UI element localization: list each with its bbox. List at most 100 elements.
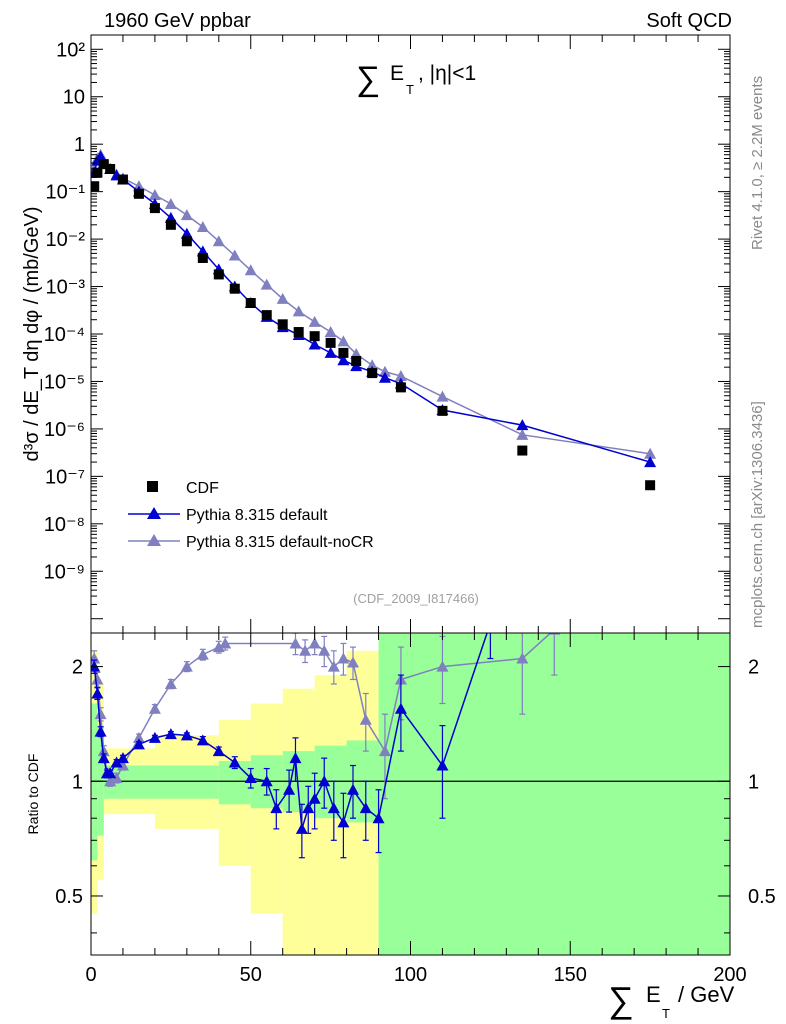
ratio-nocr-point [318, 644, 331, 656]
nocr-data-point [244, 264, 257, 276]
ratio-y-tick-label-right: 2 [748, 657, 759, 679]
ratio-nocr-point [308, 637, 321, 649]
main-panel: 10⁻⁹ 10⁻⁸ 10⁻⁷ 10⁻⁶ 10⁻⁵ 10⁻⁴ 10⁻³ 10⁻² 10⁻¹ 1 10 1… [21, 34, 731, 634]
ratio-default-point [289, 752, 302, 764]
ratio-panel: 0.5 0.5 1 1 2 2 0 50 100 150 200 Ratio to CDF [25, 632, 776, 986]
cdf-data-point [229, 283, 240, 294]
ratio-default-point [244, 772, 257, 784]
main-y-axis-title: d³σ / dE_T dη dφ / (mb/GeV) [21, 206, 43, 461]
plot-title: ∑ E T , |η|<1 [356, 60, 476, 98]
ratio-nocr-point [91, 673, 104, 685]
main-y-tick-label: 10⁻⁶ [44, 419, 85, 441]
analysis-id-label: (CDF_2009_I817466) [353, 591, 479, 606]
ratio-default-point [164, 728, 177, 740]
default-data-point [308, 338, 321, 350]
ratio-default-point [270, 802, 283, 814]
main-y-tick-label: 1 [74, 134, 85, 156]
legend-marker-default [147, 507, 161, 519]
ratio-nocr-point [299, 644, 312, 656]
nocr-data-point [180, 209, 193, 221]
nocr-data-point [436, 390, 449, 402]
ratio-default-point [337, 816, 350, 828]
cdf-data-point [197, 252, 208, 263]
x-tick-label: 0 [85, 964, 96, 986]
default-data-point [337, 354, 350, 366]
cdf-data-point [277, 319, 288, 330]
nocr-data-point [276, 292, 289, 304]
ratio-default-point [97, 752, 110, 764]
ratio-default-point [346, 783, 359, 795]
main-y-tick-label: 10⁻² [46, 229, 86, 251]
ratio-default-point [212, 745, 225, 757]
header-right-label: Soft QCD [646, 10, 732, 32]
nocr-data-point [212, 235, 225, 247]
ratio-nocr-point [164, 678, 177, 690]
legend-label-cdf: CDF [186, 480, 219, 497]
cdf-data-point [213, 269, 224, 280]
legend-label-nocr: Pythia 8.315 default-noCR [186, 534, 374, 551]
main-y-tick-label: 10⁻³ [46, 277, 86, 299]
x-axis-title: ∑ E T / GeV [608, 979, 735, 1021]
x-tick-label: 50 [240, 964, 262, 986]
ratio-nocr-point [327, 660, 340, 672]
cdf-data-point [165, 219, 176, 230]
nocr-data-point [516, 428, 529, 440]
cdf-data-point [367, 368, 378, 379]
ratio-y-tick-label-left: 1 [72, 771, 83, 793]
cdf-data-point [351, 355, 362, 366]
legend: CDF Pythia 8.315 default Pythia 8.315 de… [128, 480, 374, 551]
ratio-nocr-point [516, 652, 529, 664]
cdf-data-point [133, 188, 144, 199]
ratio-default-point [228, 756, 241, 768]
ratio-y-tick-label-left: 2 [72, 657, 83, 679]
ratio-default-point [260, 775, 273, 787]
ratio-default-point [327, 802, 340, 814]
cdf-data-point [293, 327, 304, 338]
ratio-y-tick-label-right: 0.5 [748, 886, 776, 908]
cdf-data-point [261, 310, 272, 321]
ratio-default-point [359, 802, 372, 814]
ratio-default-point [394, 702, 407, 714]
ratio-nocr-point [91, 652, 101, 664]
legend-marker-nocr [147, 534, 161, 546]
ratio-default-point [436, 759, 449, 771]
main-y-tick-label: 10 [63, 87, 85, 109]
nocr-data-point [196, 220, 209, 232]
nocr-data-point [228, 249, 241, 261]
ratio-default-point [308, 792, 321, 804]
ratio-default-point [104, 767, 117, 779]
ratio-nocr-point [104, 775, 117, 787]
nocr-data-point [394, 370, 407, 382]
ratio-nocr-point [346, 656, 359, 668]
nocr-data-point [337, 335, 350, 347]
ratio-default-point [110, 756, 123, 768]
cdf-data-point [92, 167, 103, 178]
uncertainty-band-1sigma [97, 725, 104, 836]
legend-marker-cdf [147, 481, 158, 492]
ratio-nocr-point [116, 759, 129, 771]
ratio-nocr-point [148, 702, 161, 714]
ratio-nocr-point [94, 708, 107, 720]
x-tick-label: 200 [713, 964, 746, 986]
x-axis-title-sum-symbol: ∑ [608, 979, 634, 1020]
nocr-data-point [148, 188, 161, 200]
x-axis-title-et: E [646, 982, 661, 1007]
nocr-data-point [260, 278, 273, 290]
ratio-nocr-point [219, 637, 232, 649]
ratio-y-tick-label-right: 1 [748, 771, 759, 793]
ratio-nocr-point [180, 660, 193, 672]
ratio-default-point [180, 729, 193, 741]
nocr-data-point [378, 365, 391, 377]
uncertainty-band-1sigma [91, 703, 98, 861]
nocr-data-point [366, 359, 379, 371]
uncertainty-band-1sigma [314, 745, 347, 819]
cdf-data-point [105, 164, 116, 175]
main-series-line [93, 155, 651, 463]
plot-title-eta: , |η|<1 [418, 62, 476, 85]
mcplots-label: mcplots.cern.ch [arXiv:1306.3436] [749, 401, 766, 628]
main-y-tick-label: 10⁻⁹ [44, 561, 85, 583]
uncertainty-band-1sigma [103, 765, 219, 799]
default-data-point [378, 371, 391, 383]
uncertainty-band-2sigma [282, 688, 315, 955]
